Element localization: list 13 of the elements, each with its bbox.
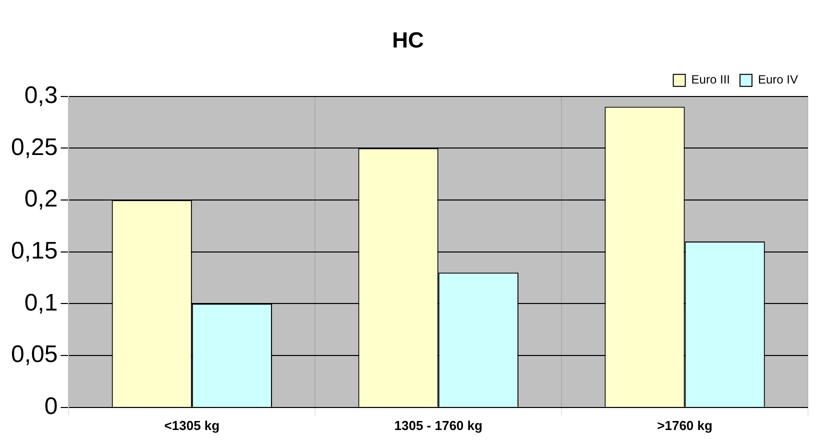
legend-label: Euro IV xyxy=(758,72,798,87)
y-tick-label: 0,1 xyxy=(24,289,58,316)
y-tick-label: 0,25 xyxy=(10,134,58,161)
y-tick-label: 0,3 xyxy=(24,82,58,110)
chart-title: HC xyxy=(392,27,424,52)
y-tick-label: 0,2 xyxy=(24,186,58,213)
x-tick-label: <1305 kg xyxy=(164,418,220,433)
y-tick-label: 0,05 xyxy=(10,341,58,368)
x-tick-label: >1760 kg xyxy=(657,418,712,433)
y-tick-label: 0,15 xyxy=(10,238,58,265)
y-tick-label: 0 xyxy=(44,393,58,420)
x-tick-label: 1305 - 1760 kg xyxy=(394,418,482,433)
legend-label: Euro III xyxy=(691,72,730,87)
